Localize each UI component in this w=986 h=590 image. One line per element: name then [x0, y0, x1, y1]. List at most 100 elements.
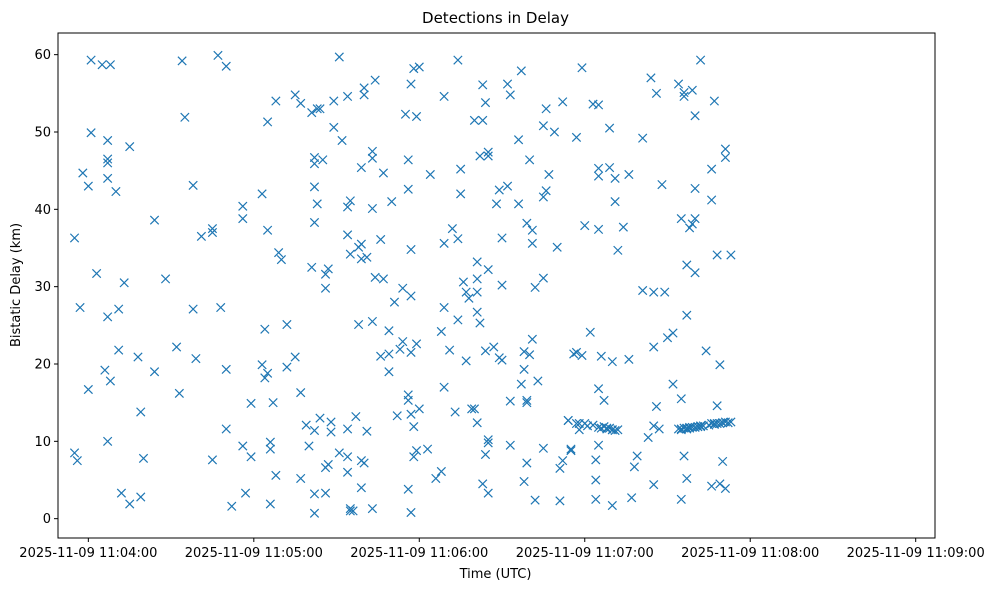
data-point — [238, 201, 248, 211]
data-point — [649, 287, 659, 297]
data-point — [290, 90, 300, 100]
data-point — [315, 104, 325, 114]
data-point — [706, 195, 717, 205]
data-point — [265, 499, 275, 509]
data-point — [480, 449, 491, 460]
data-point — [296, 473, 306, 484]
data-point — [618, 222, 628, 232]
data-point — [478, 479, 488, 489]
data-point — [309, 159, 320, 169]
data-point — [682, 310, 692, 320]
data-point — [125, 499, 135, 509]
data-point — [676, 494, 686, 504]
data-point — [679, 451, 689, 461]
data-point — [599, 395, 609, 405]
data-point — [246, 452, 256, 462]
data-point — [221, 61, 231, 71]
data-point — [444, 345, 455, 355]
data-point — [558, 97, 568, 107]
data-point — [265, 437, 275, 447]
data-point — [309, 489, 320, 499]
data-point — [367, 316, 378, 327]
data-point — [78, 168, 88, 178]
data-point — [483, 438, 493, 448]
data-point — [409, 422, 419, 432]
data-point — [367, 503, 378, 514]
data-point — [712, 401, 722, 411]
data-point — [571, 347, 582, 358]
y-axis-label-group: Bistatic Delay (km) — [9, 223, 24, 347]
data-point — [403, 390, 413, 400]
data-point — [398, 283, 408, 293]
data-point — [690, 183, 700, 194]
data-point — [342, 91, 353, 102]
data-point — [238, 441, 248, 451]
data-point — [257, 360, 267, 370]
data-point — [384, 349, 394, 359]
data-point — [646, 73, 656, 83]
data-point — [136, 492, 146, 502]
data-point — [715, 418, 725, 429]
data-point — [679, 87, 689, 98]
data-point — [563, 415, 573, 426]
data-point — [552, 242, 562, 252]
data-point — [638, 285, 648, 296]
data-point — [649, 342, 659, 352]
data-point — [171, 342, 182, 352]
data-point — [676, 394, 686, 404]
data-point — [682, 424, 692, 434]
data-point — [323, 459, 333, 470]
data-point — [613, 425, 623, 435]
data-point — [530, 282, 540, 293]
data-point — [342, 452, 353, 462]
data-point — [456, 189, 466, 199]
data-point — [276, 254, 287, 265]
data-point — [690, 268, 700, 278]
data-point — [246, 398, 256, 409]
data-point — [720, 483, 731, 494]
data-point — [593, 100, 604, 110]
data-point — [356, 162, 366, 173]
data-point — [271, 96, 281, 106]
data-point — [649, 480, 659, 490]
data-point — [593, 384, 604, 394]
data-point — [538, 443, 549, 453]
data-point — [524, 155, 535, 165]
data-point — [282, 319, 292, 330]
data-point — [329, 122, 339, 132]
data-point — [149, 367, 160, 377]
data-point — [483, 435, 493, 445]
data-point — [362, 252, 372, 262]
y-tick-label: 50 — [34, 125, 51, 140]
data-point — [326, 417, 336, 427]
data-point — [422, 444, 433, 454]
data-point — [351, 411, 361, 422]
data-point — [114, 345, 124, 355]
data-point — [309, 217, 320, 228]
data-point — [602, 423, 612, 433]
data-point — [180, 112, 190, 122]
data-point — [196, 231, 207, 242]
data-point — [467, 404, 477, 414]
data-point — [566, 444, 576, 454]
data-point — [103, 154, 113, 164]
data-point — [483, 265, 493, 275]
data-point — [676, 213, 686, 224]
data-point — [610, 173, 620, 184]
data-point — [654, 424, 664, 434]
y-tick-label: 0 — [43, 512, 51, 527]
data-point — [318, 155, 328, 165]
data-point — [662, 333, 673, 343]
data-point — [315, 413, 325, 423]
data-point — [425, 169, 435, 180]
data-point — [392, 411, 402, 421]
data-point — [494, 185, 504, 195]
data-point — [718, 456, 728, 467]
data-point — [362, 426, 372, 436]
data-point — [125, 142, 135, 152]
data-point — [720, 144, 731, 154]
data-point — [389, 297, 400, 307]
y-tick-label: 40 — [34, 203, 51, 218]
data-point — [577, 350, 587, 361]
